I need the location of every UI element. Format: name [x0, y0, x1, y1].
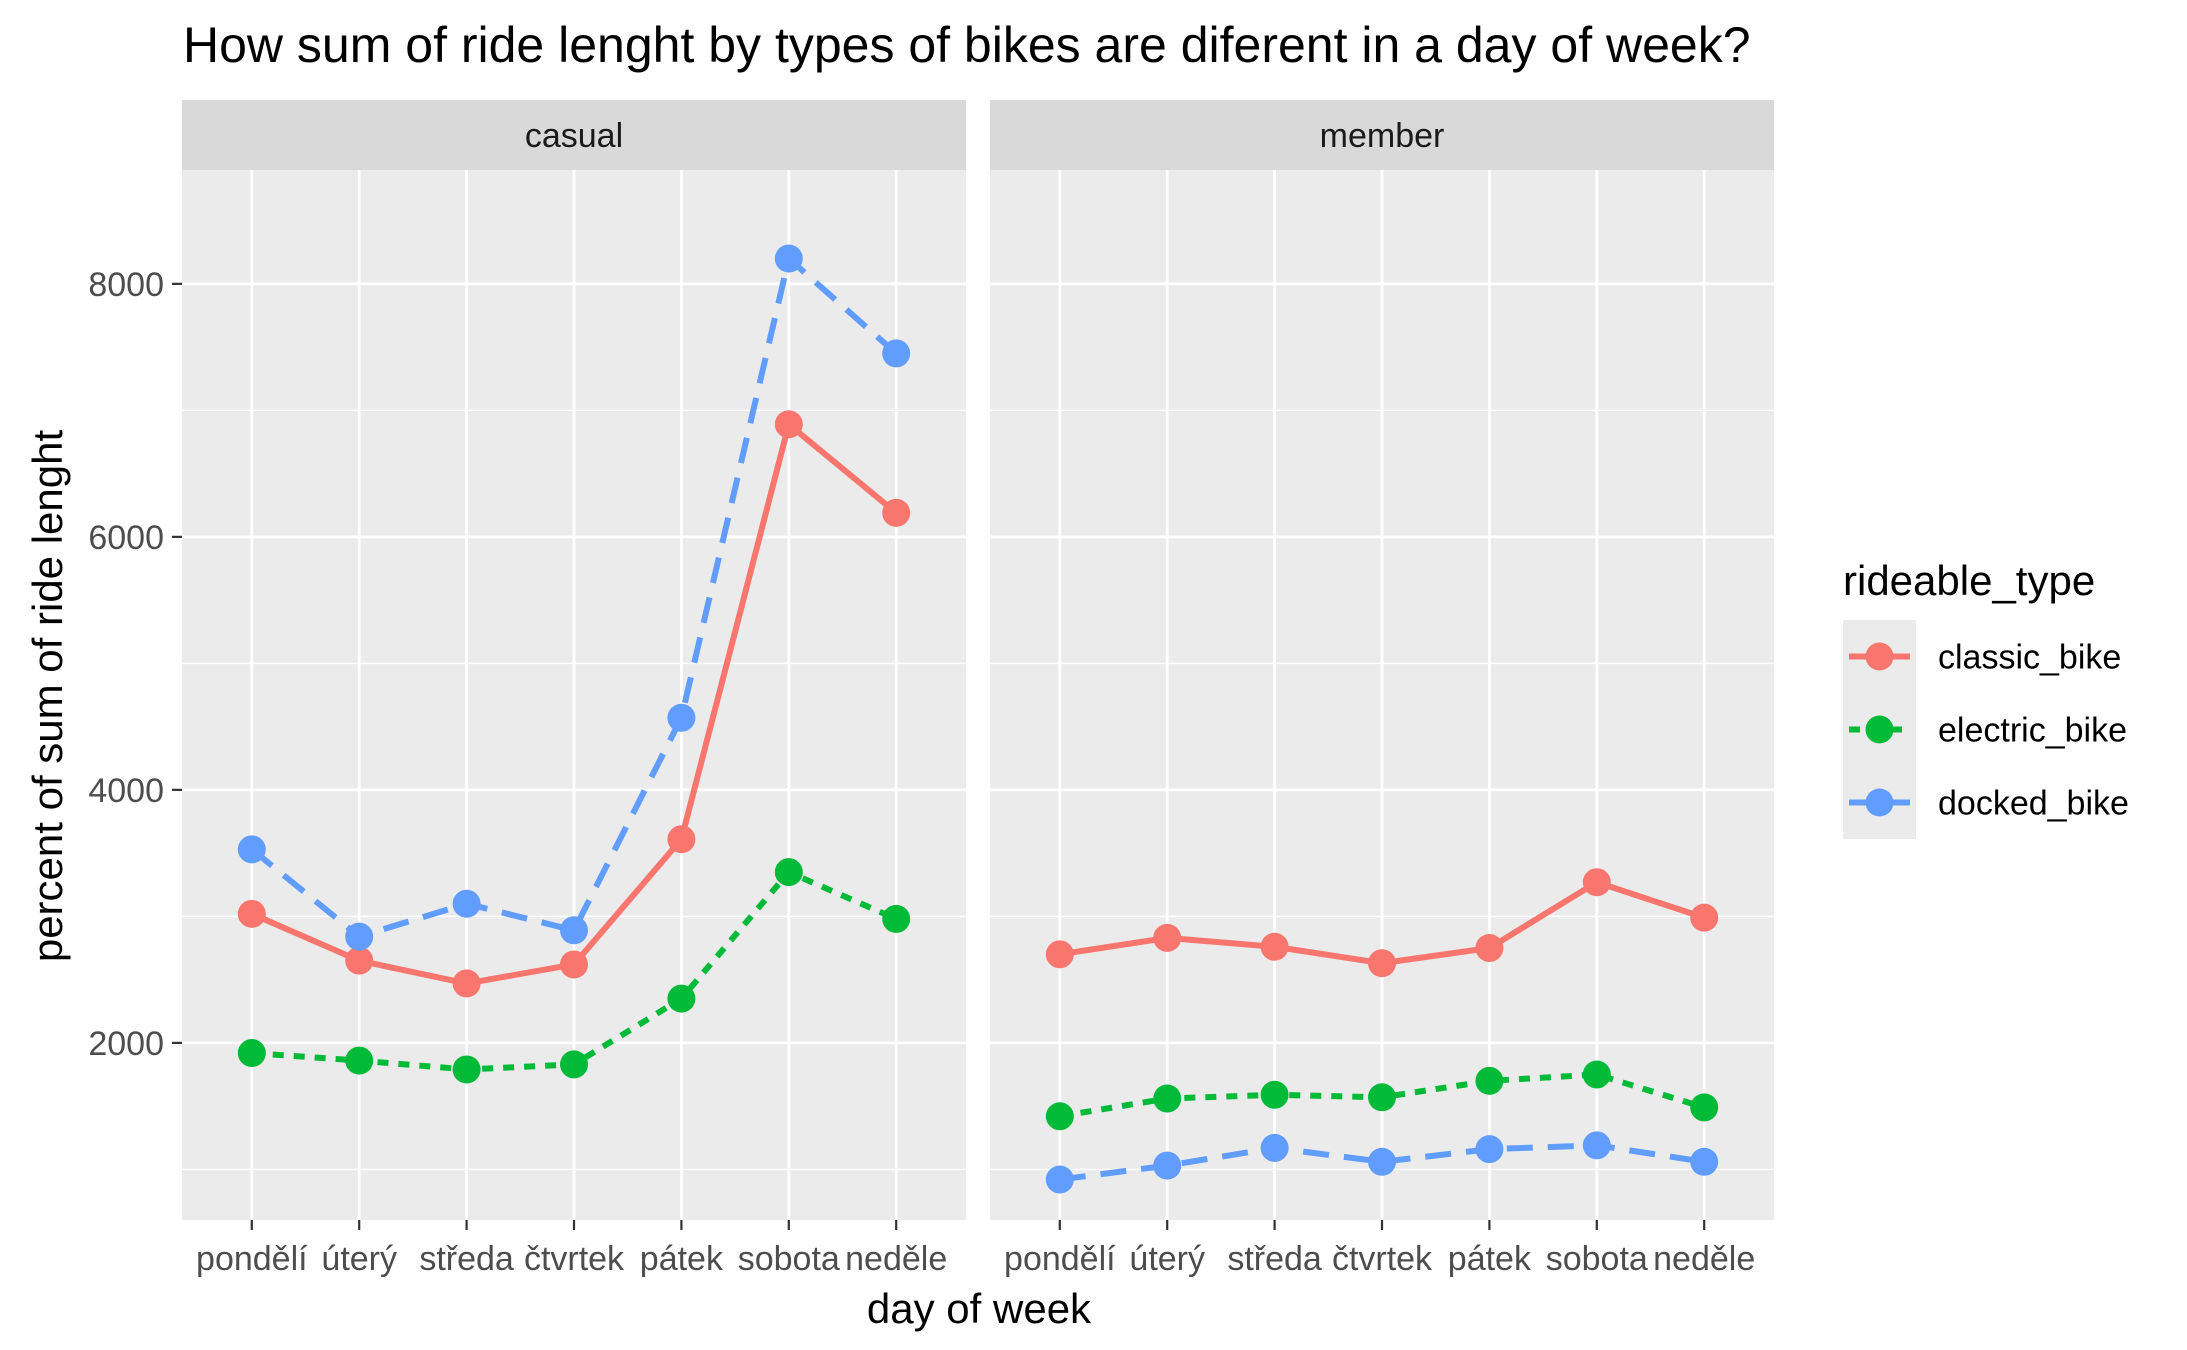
data-point-docked_bike [774, 244, 803, 273]
y-tick-label: 2000 [88, 1025, 164, 1063]
data-point-electric_bike [237, 1039, 266, 1068]
data-point-classic_bike [882, 498, 911, 527]
data-point-classic_bike [1690, 903, 1719, 932]
x-tick-label: pátek [1448, 1240, 1532, 1278]
legend-key-point-electric_bike [1865, 715, 1894, 744]
data-point-electric_bike [1153, 1084, 1182, 1113]
data-point-electric_bike [1690, 1093, 1719, 1122]
y-tick-label: 6000 [88, 519, 164, 557]
data-point-docked_bike [1045, 1165, 1074, 1194]
facet-strip-label: member [1320, 117, 1445, 155]
facet-strip [182, 100, 966, 170]
data-point-electric_bike [1368, 1083, 1396, 1112]
x-axis-title: day of week [867, 1285, 1092, 1332]
x-tick-label: úterý [1129, 1240, 1205, 1278]
x-tick-label: čtvrtek [524, 1240, 625, 1278]
chart-title: How sum of ride lenght by types of bikes… [183, 17, 1751, 73]
data-point-docked_bike [237, 835, 266, 864]
facet-panel-member: member pondělí úterý středa čtvrtek pátek sobo… [990, 100, 1774, 1278]
data-point-docked_bike [1153, 1151, 1182, 1180]
legend-key-point-classic_bike [1865, 642, 1894, 671]
data-point-classic_bike [1045, 940, 1074, 969]
data-point-electric_bike [1260, 1080, 1289, 1109]
data-point-electric_bike [560, 1050, 588, 1079]
data-point-classic_bike [667, 825, 696, 854]
data-point-docked_bike [882, 339, 911, 368]
y-tick-label: 4000 [88, 772, 164, 810]
data-point-classic_bike [1368, 949, 1396, 978]
data-point-docked_bike [667, 703, 696, 732]
data-point-electric_bike [1045, 1102, 1074, 1131]
legend-label-electric_bike: electric_bike [1938, 712, 2127, 750]
data-point-docked_bike [1260, 1133, 1289, 1162]
data-point-electric_bike [774, 858, 803, 887]
data-point-classic_bike [1475, 934, 1504, 963]
x-tick-label: sobota [738, 1240, 840, 1278]
data-point-classic_bike [774, 410, 803, 439]
data-point-classic_bike [452, 969, 481, 998]
x-tick-label: úterý [321, 1240, 397, 1278]
legend: rideable_type classic_bike electric_biked… [1843, 557, 2129, 839]
legend-key-point-docked_bike [1865, 788, 1894, 817]
legend-title: rideable_type [1843, 557, 2095, 604]
facet-strip-label: casual [525, 117, 623, 155]
x-tick-label: neděle [1653, 1240, 1755, 1278]
data-point-classic_bike [345, 946, 374, 975]
data-point-docked_bike [1368, 1147, 1396, 1176]
data-point-docked_bike [345, 922, 374, 951]
data-point-electric_bike [882, 904, 911, 933]
y-axis-title: percent of sum of ride lenght [24, 430, 71, 963]
x-tick-label: čtvrtek [1332, 1240, 1433, 1278]
data-point-docked_bike [452, 889, 481, 918]
data-point-classic_bike [1260, 932, 1289, 961]
data-point-classic_bike [237, 899, 266, 928]
facet-strip [990, 100, 1774, 170]
legend-keys: classic_bike electric_bike docked_bike [1843, 620, 2129, 839]
data-point-classic_bike [1153, 923, 1182, 952]
data-point-docked_bike [1690, 1147, 1719, 1176]
facet-panels: casual pondělí úterý středa čtvrtek pátek sobo… [88, 100, 1774, 1278]
x-tick-label: neděle [845, 1240, 947, 1278]
data-point-electric_bike [1475, 1066, 1504, 1095]
data-point-classic_bike [1582, 868, 1611, 897]
data-point-classic_bike [560, 950, 588, 979]
data-point-docked_bike [1475, 1135, 1504, 1164]
data-point-docked_bike [1582, 1131, 1611, 1160]
legend-label-docked_bike: docked_bike [1938, 785, 2129, 823]
data-point-docked_bike [560, 916, 588, 945]
x-tick-label: pondělí [1004, 1240, 1116, 1278]
x-tick-label: středa [419, 1240, 514, 1278]
x-tick-label: středa [1227, 1240, 1322, 1278]
y-tick-label: 8000 [88, 266, 164, 304]
x-tick-label: pátek [640, 1240, 724, 1278]
legend-label-classic_bike: classic_bike [1938, 639, 2121, 677]
data-point-electric_bike [345, 1046, 374, 1075]
facet-panel-casual: casual pondělí úterý středa čtvrtek pátek sobo… [88, 100, 966, 1278]
data-point-electric_bike [452, 1055, 481, 1084]
x-tick-label: pondělí [196, 1240, 308, 1278]
data-point-electric_bike [1582, 1060, 1611, 1089]
data-point-electric_bike [667, 984, 696, 1013]
x-tick-label: sobota [1546, 1240, 1648, 1278]
